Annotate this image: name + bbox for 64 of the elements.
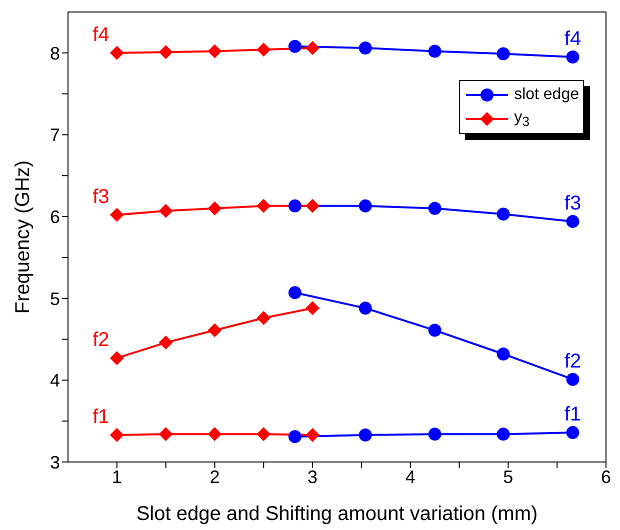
y-tick-label: 6 (50, 206, 60, 227)
annotation: f2 (564, 350, 582, 372)
legend-label: y$_{3}$ (514, 108, 530, 130)
point (358, 302, 372, 315)
point (428, 202, 442, 215)
point (496, 208, 510, 221)
point (306, 41, 320, 55)
y-tick-label: 8 (50, 43, 60, 64)
y-tick-label: 5 (50, 288, 60, 309)
point (208, 44, 222, 58)
annotation: f3 (564, 192, 582, 214)
point (358, 42, 372, 54)
point (358, 199, 372, 212)
point (566, 372, 580, 386)
y-tick-label: 4 (50, 370, 60, 391)
y-tick-label: 3 (50, 452, 60, 472)
x-tick-label: 5 (503, 466, 514, 487)
point (158, 427, 173, 442)
point (158, 204, 173, 218)
point (288, 430, 302, 444)
annotation: f1 (564, 404, 582, 426)
x-tick-label: 6 (600, 466, 612, 487)
point (256, 427, 271, 442)
point (110, 208, 124, 222)
legend-label: slot edge (514, 86, 579, 104)
point (496, 428, 510, 441)
point (158, 336, 173, 350)
x-tick-label: 1 (112, 466, 122, 487)
annotation: f3 (92, 186, 110, 208)
point (208, 201, 222, 216)
point (496, 348, 510, 360)
x-axis-title: Slot edge and Shifting amount variation (mm) (136, 503, 538, 525)
point (566, 426, 580, 440)
point (110, 46, 124, 60)
point (208, 323, 222, 338)
point (110, 428, 124, 442)
point (358, 428, 372, 442)
point (256, 42, 271, 57)
point (288, 40, 302, 53)
x-tick-label: 2 (210, 466, 220, 487)
x-tick-label: 4 (405, 466, 416, 487)
point (306, 428, 320, 442)
point (306, 301, 320, 316)
annotation: f2 (92, 329, 110, 352)
point (428, 324, 442, 337)
point (256, 198, 271, 213)
point (428, 428, 442, 441)
point (428, 44, 442, 58)
annotation: f4 (92, 24, 110, 46)
point (256, 311, 271, 325)
point (158, 45, 173, 60)
point (208, 427, 222, 442)
annotation: f1 (92, 406, 110, 428)
point (306, 198, 320, 213)
annotation: f4 (564, 28, 582, 50)
y-axis-title: Frequency (GHz) (12, 160, 34, 314)
point (566, 50, 580, 64)
point (288, 199, 302, 212)
point (110, 351, 124, 366)
point (496, 47, 510, 60)
point (566, 214, 580, 228)
x-tick-label: 3 (308, 466, 318, 487)
y-tick-label: 7 (50, 125, 60, 146)
point (288, 286, 302, 300)
